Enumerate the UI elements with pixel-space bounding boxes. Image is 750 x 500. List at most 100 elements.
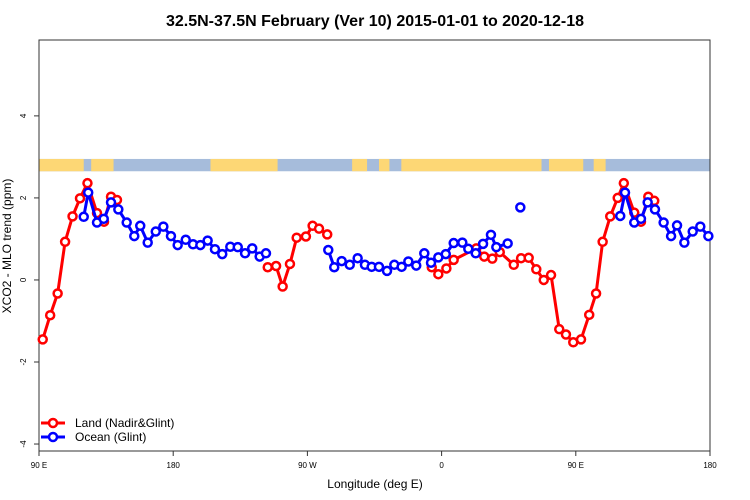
data-point bbox=[604, 211, 616, 222]
data-point bbox=[703, 230, 714, 242]
data-point bbox=[113, 204, 124, 215]
data-point bbox=[687, 226, 698, 237]
data-point bbox=[98, 213, 109, 225]
data-point bbox=[134, 220, 146, 232]
data-point bbox=[313, 223, 325, 234]
y-tick-label: 0 bbox=[19, 277, 28, 282]
data-point bbox=[239, 248, 251, 259]
land-segment bbox=[401, 158, 542, 172]
land-segment bbox=[548, 158, 584, 172]
data-point bbox=[352, 252, 363, 264]
data-point bbox=[172, 239, 183, 251]
data-point bbox=[448, 254, 459, 266]
data-point bbox=[52, 288, 63, 299]
data-point bbox=[158, 221, 169, 232]
data-point bbox=[665, 230, 677, 242]
data-point bbox=[59, 236, 71, 248]
x-axis: 90 E 180 90 W 0 90 E 180 bbox=[31, 451, 717, 470]
data-point bbox=[538, 274, 549, 286]
data-point bbox=[121, 217, 132, 228]
data-point bbox=[441, 263, 452, 274]
data-point bbox=[419, 248, 430, 259]
data-point bbox=[381, 265, 393, 277]
ocean-band bbox=[39, 158, 710, 172]
data-point bbox=[165, 230, 177, 242]
land-segment bbox=[378, 158, 390, 172]
data-point bbox=[195, 239, 206, 251]
data-point bbox=[485, 229, 497, 241]
data-point bbox=[344, 259, 355, 271]
land-segment bbox=[593, 158, 606, 172]
series-ocean bbox=[78, 187, 714, 277]
data-point bbox=[487, 253, 498, 264]
data-point bbox=[575, 334, 587, 345]
data-point bbox=[396, 261, 407, 273]
data-point bbox=[618, 177, 630, 189]
data-point bbox=[583, 309, 595, 321]
data-point bbox=[425, 257, 437, 268]
data-point bbox=[515, 202, 526, 213]
y-tick-label: -4 bbox=[19, 440, 28, 448]
data-point bbox=[323, 244, 334, 256]
data-point bbox=[477, 238, 489, 250]
land-segment bbox=[352, 158, 368, 172]
data-point bbox=[82, 177, 93, 189]
land-segment bbox=[39, 158, 84, 172]
data-point bbox=[246, 243, 258, 254]
data-point bbox=[440, 248, 452, 260]
data-point bbox=[82, 187, 94, 198]
data-point bbox=[277, 281, 288, 292]
data-point bbox=[448, 237, 459, 249]
data-point bbox=[649, 204, 661, 215]
data-point bbox=[403, 256, 414, 267]
data-point bbox=[336, 255, 347, 267]
data-point bbox=[679, 237, 690, 248]
data-point bbox=[478, 251, 490, 262]
data-point bbox=[105, 197, 117, 208]
data-point bbox=[597, 236, 608, 248]
data-point bbox=[328, 261, 340, 273]
data-point bbox=[642, 197, 653, 208]
legend-land-label: Land (Nadir&Glint) bbox=[75, 416, 174, 430]
y-tick-label: -2 bbox=[19, 358, 28, 366]
data-point bbox=[433, 268, 444, 280]
data-point bbox=[262, 261, 273, 273]
series-layer bbox=[37, 177, 714, 348]
land-segment bbox=[91, 158, 114, 172]
data-point bbox=[129, 230, 140, 242]
data-point bbox=[614, 210, 626, 222]
legend-ocean-marker bbox=[47, 431, 59, 443]
y-axis: 4 2 0 -2 -4 bbox=[19, 113, 39, 448]
data-point bbox=[142, 237, 153, 248]
legend-land-marker bbox=[47, 417, 59, 429]
x-axis-label: Longitude (deg E) bbox=[327, 477, 422, 491]
data-point bbox=[619, 187, 631, 198]
land-segment bbox=[210, 158, 278, 172]
data-point bbox=[291, 232, 302, 243]
chart-title: 32.5N-37.5N February (Ver 10) 2015-01-01… bbox=[166, 13, 584, 30]
data-point bbox=[470, 248, 481, 259]
data-point bbox=[67, 211, 78, 222]
plot-frame bbox=[38, 39, 711, 452]
x-tick-label: 180 bbox=[703, 461, 717, 470]
data-point bbox=[150, 226, 162, 237]
y-tick-label: 4 bbox=[19, 113, 28, 118]
data-point bbox=[457, 237, 468, 248]
x-tick-label: 0 bbox=[439, 461, 444, 470]
data-point bbox=[217, 248, 228, 260]
data-point bbox=[553, 323, 565, 335]
data-point bbox=[78, 211, 89, 223]
data-point bbox=[270, 260, 282, 272]
legend: Land (Nadir&Glint) Ocean (Glint) bbox=[41, 416, 174, 444]
data-point bbox=[373, 261, 385, 273]
data-point bbox=[37, 334, 48, 345]
data-point bbox=[260, 248, 272, 259]
data-point bbox=[44, 309, 56, 321]
legend-ocean-label: Ocean (Glint) bbox=[75, 430, 146, 444]
x-tick-label: 90 E bbox=[568, 461, 584, 470]
y-tick-label: 2 bbox=[19, 195, 28, 200]
data-point bbox=[321, 229, 333, 240]
data-point bbox=[612, 192, 623, 204]
data-point bbox=[671, 220, 683, 231]
data-point bbox=[300, 231, 312, 242]
